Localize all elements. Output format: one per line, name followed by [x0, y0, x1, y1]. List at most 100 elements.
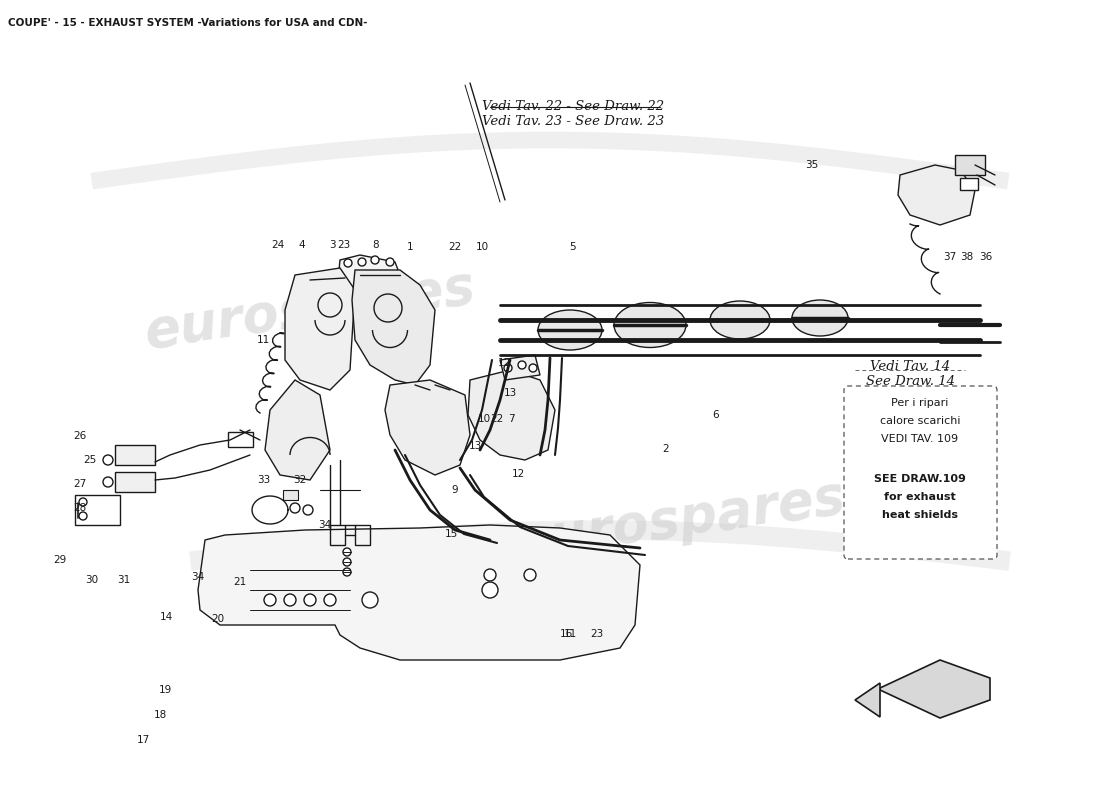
Text: 6: 6 — [713, 410, 719, 420]
Circle shape — [284, 594, 296, 606]
Text: Vedi Tav. 14: Vedi Tav. 14 — [870, 360, 950, 373]
Circle shape — [504, 364, 512, 372]
Circle shape — [529, 364, 537, 372]
Circle shape — [264, 594, 276, 606]
Text: 15: 15 — [444, 529, 458, 539]
Circle shape — [304, 594, 316, 606]
Polygon shape — [198, 525, 640, 660]
Polygon shape — [352, 270, 434, 385]
Polygon shape — [338, 255, 400, 288]
Text: 34: 34 — [318, 520, 331, 530]
Polygon shape — [265, 380, 330, 480]
Circle shape — [482, 582, 498, 598]
Circle shape — [103, 477, 113, 487]
Text: 22: 22 — [449, 242, 462, 252]
Bar — [116, 445, 155, 465]
Text: 16: 16 — [560, 629, 573, 639]
Text: 17: 17 — [136, 735, 150, 745]
Ellipse shape — [792, 300, 848, 336]
Text: Per i ripari: Per i ripari — [891, 398, 948, 408]
Circle shape — [324, 594, 336, 606]
Text: 36: 36 — [979, 252, 992, 262]
Text: 24: 24 — [272, 240, 285, 250]
Text: 20: 20 — [211, 614, 224, 624]
Circle shape — [302, 505, 313, 515]
FancyBboxPatch shape — [844, 386, 997, 559]
Polygon shape — [855, 683, 880, 717]
Circle shape — [484, 569, 496, 581]
Text: See Draw. 14: See Draw. 14 — [866, 375, 955, 388]
Text: 26: 26 — [74, 431, 87, 441]
Polygon shape — [880, 660, 990, 718]
Text: 28: 28 — [74, 503, 87, 513]
Circle shape — [290, 503, 300, 513]
Text: 25: 25 — [84, 455, 97, 465]
Text: calore scarichi: calore scarichi — [880, 416, 960, 426]
Text: 34: 34 — [191, 572, 205, 582]
Bar — [116, 472, 155, 492]
Text: 12: 12 — [512, 469, 525, 479]
Text: 13: 13 — [504, 388, 517, 398]
Ellipse shape — [614, 302, 686, 347]
Text: 12: 12 — [497, 358, 510, 368]
Circle shape — [343, 558, 351, 566]
Circle shape — [79, 498, 87, 506]
Text: 10: 10 — [475, 242, 488, 252]
Ellipse shape — [710, 301, 770, 339]
Text: 10: 10 — [477, 414, 491, 424]
Circle shape — [371, 256, 380, 264]
Text: 9: 9 — [452, 485, 459, 495]
Circle shape — [386, 258, 394, 266]
Circle shape — [524, 569, 536, 581]
Text: 23: 23 — [591, 629, 604, 639]
Text: 27: 27 — [74, 479, 87, 489]
Text: 37: 37 — [944, 252, 957, 262]
Text: 4: 4 — [299, 240, 306, 250]
Text: 18: 18 — [153, 710, 166, 720]
Text: heat shields: heat shields — [882, 510, 958, 520]
Bar — [75, 495, 120, 525]
Text: 33: 33 — [257, 475, 271, 485]
Polygon shape — [385, 380, 470, 475]
Text: 29: 29 — [54, 555, 67, 565]
Bar — [283, 490, 298, 500]
Circle shape — [79, 512, 87, 520]
Text: SEE DRAW.109: SEE DRAW.109 — [874, 474, 966, 484]
Text: 11: 11 — [256, 335, 270, 345]
Text: 5: 5 — [569, 242, 575, 252]
Text: 31: 31 — [118, 575, 131, 585]
Circle shape — [343, 568, 351, 576]
Polygon shape — [898, 165, 975, 225]
Text: 8: 8 — [373, 240, 380, 250]
Text: 30: 30 — [86, 575, 99, 585]
Circle shape — [362, 592, 378, 608]
Text: for exhaust: for exhaust — [884, 492, 956, 502]
Circle shape — [518, 361, 526, 369]
Polygon shape — [285, 268, 355, 390]
Text: 38: 38 — [960, 252, 974, 262]
Text: eurospares: eurospares — [141, 261, 478, 359]
Text: 3: 3 — [329, 240, 336, 250]
Bar — [955, 155, 984, 175]
Text: 13: 13 — [469, 441, 482, 451]
Text: COUPE' - 15 - EXHAUST SYSTEM -Variations for USA and CDN-: COUPE' - 15 - EXHAUST SYSTEM -Variations… — [8, 18, 367, 28]
Text: Vedi Tav. 22 - See Draw. 22: Vedi Tav. 22 - See Draw. 22 — [482, 100, 664, 113]
Circle shape — [358, 258, 366, 266]
Text: 1: 1 — [407, 242, 414, 252]
Polygon shape — [500, 355, 540, 380]
Bar — [228, 432, 253, 447]
Text: eurospares: eurospares — [512, 471, 849, 569]
Text: 11: 11 — [563, 629, 576, 639]
Text: 22: 22 — [491, 414, 504, 424]
Text: 2: 2 — [662, 444, 669, 454]
Text: VEDI TAV. 109: VEDI TAV. 109 — [881, 434, 958, 444]
Text: Vedi Tav. 23 - See Draw. 23: Vedi Tav. 23 - See Draw. 23 — [482, 115, 664, 128]
Text: 35: 35 — [805, 160, 818, 170]
Ellipse shape — [538, 310, 602, 350]
Circle shape — [103, 455, 113, 465]
Text: 32: 32 — [294, 475, 307, 485]
Text: 23: 23 — [338, 240, 351, 250]
Polygon shape — [468, 370, 556, 460]
Text: 7: 7 — [508, 414, 515, 424]
Text: 21: 21 — [233, 577, 246, 587]
